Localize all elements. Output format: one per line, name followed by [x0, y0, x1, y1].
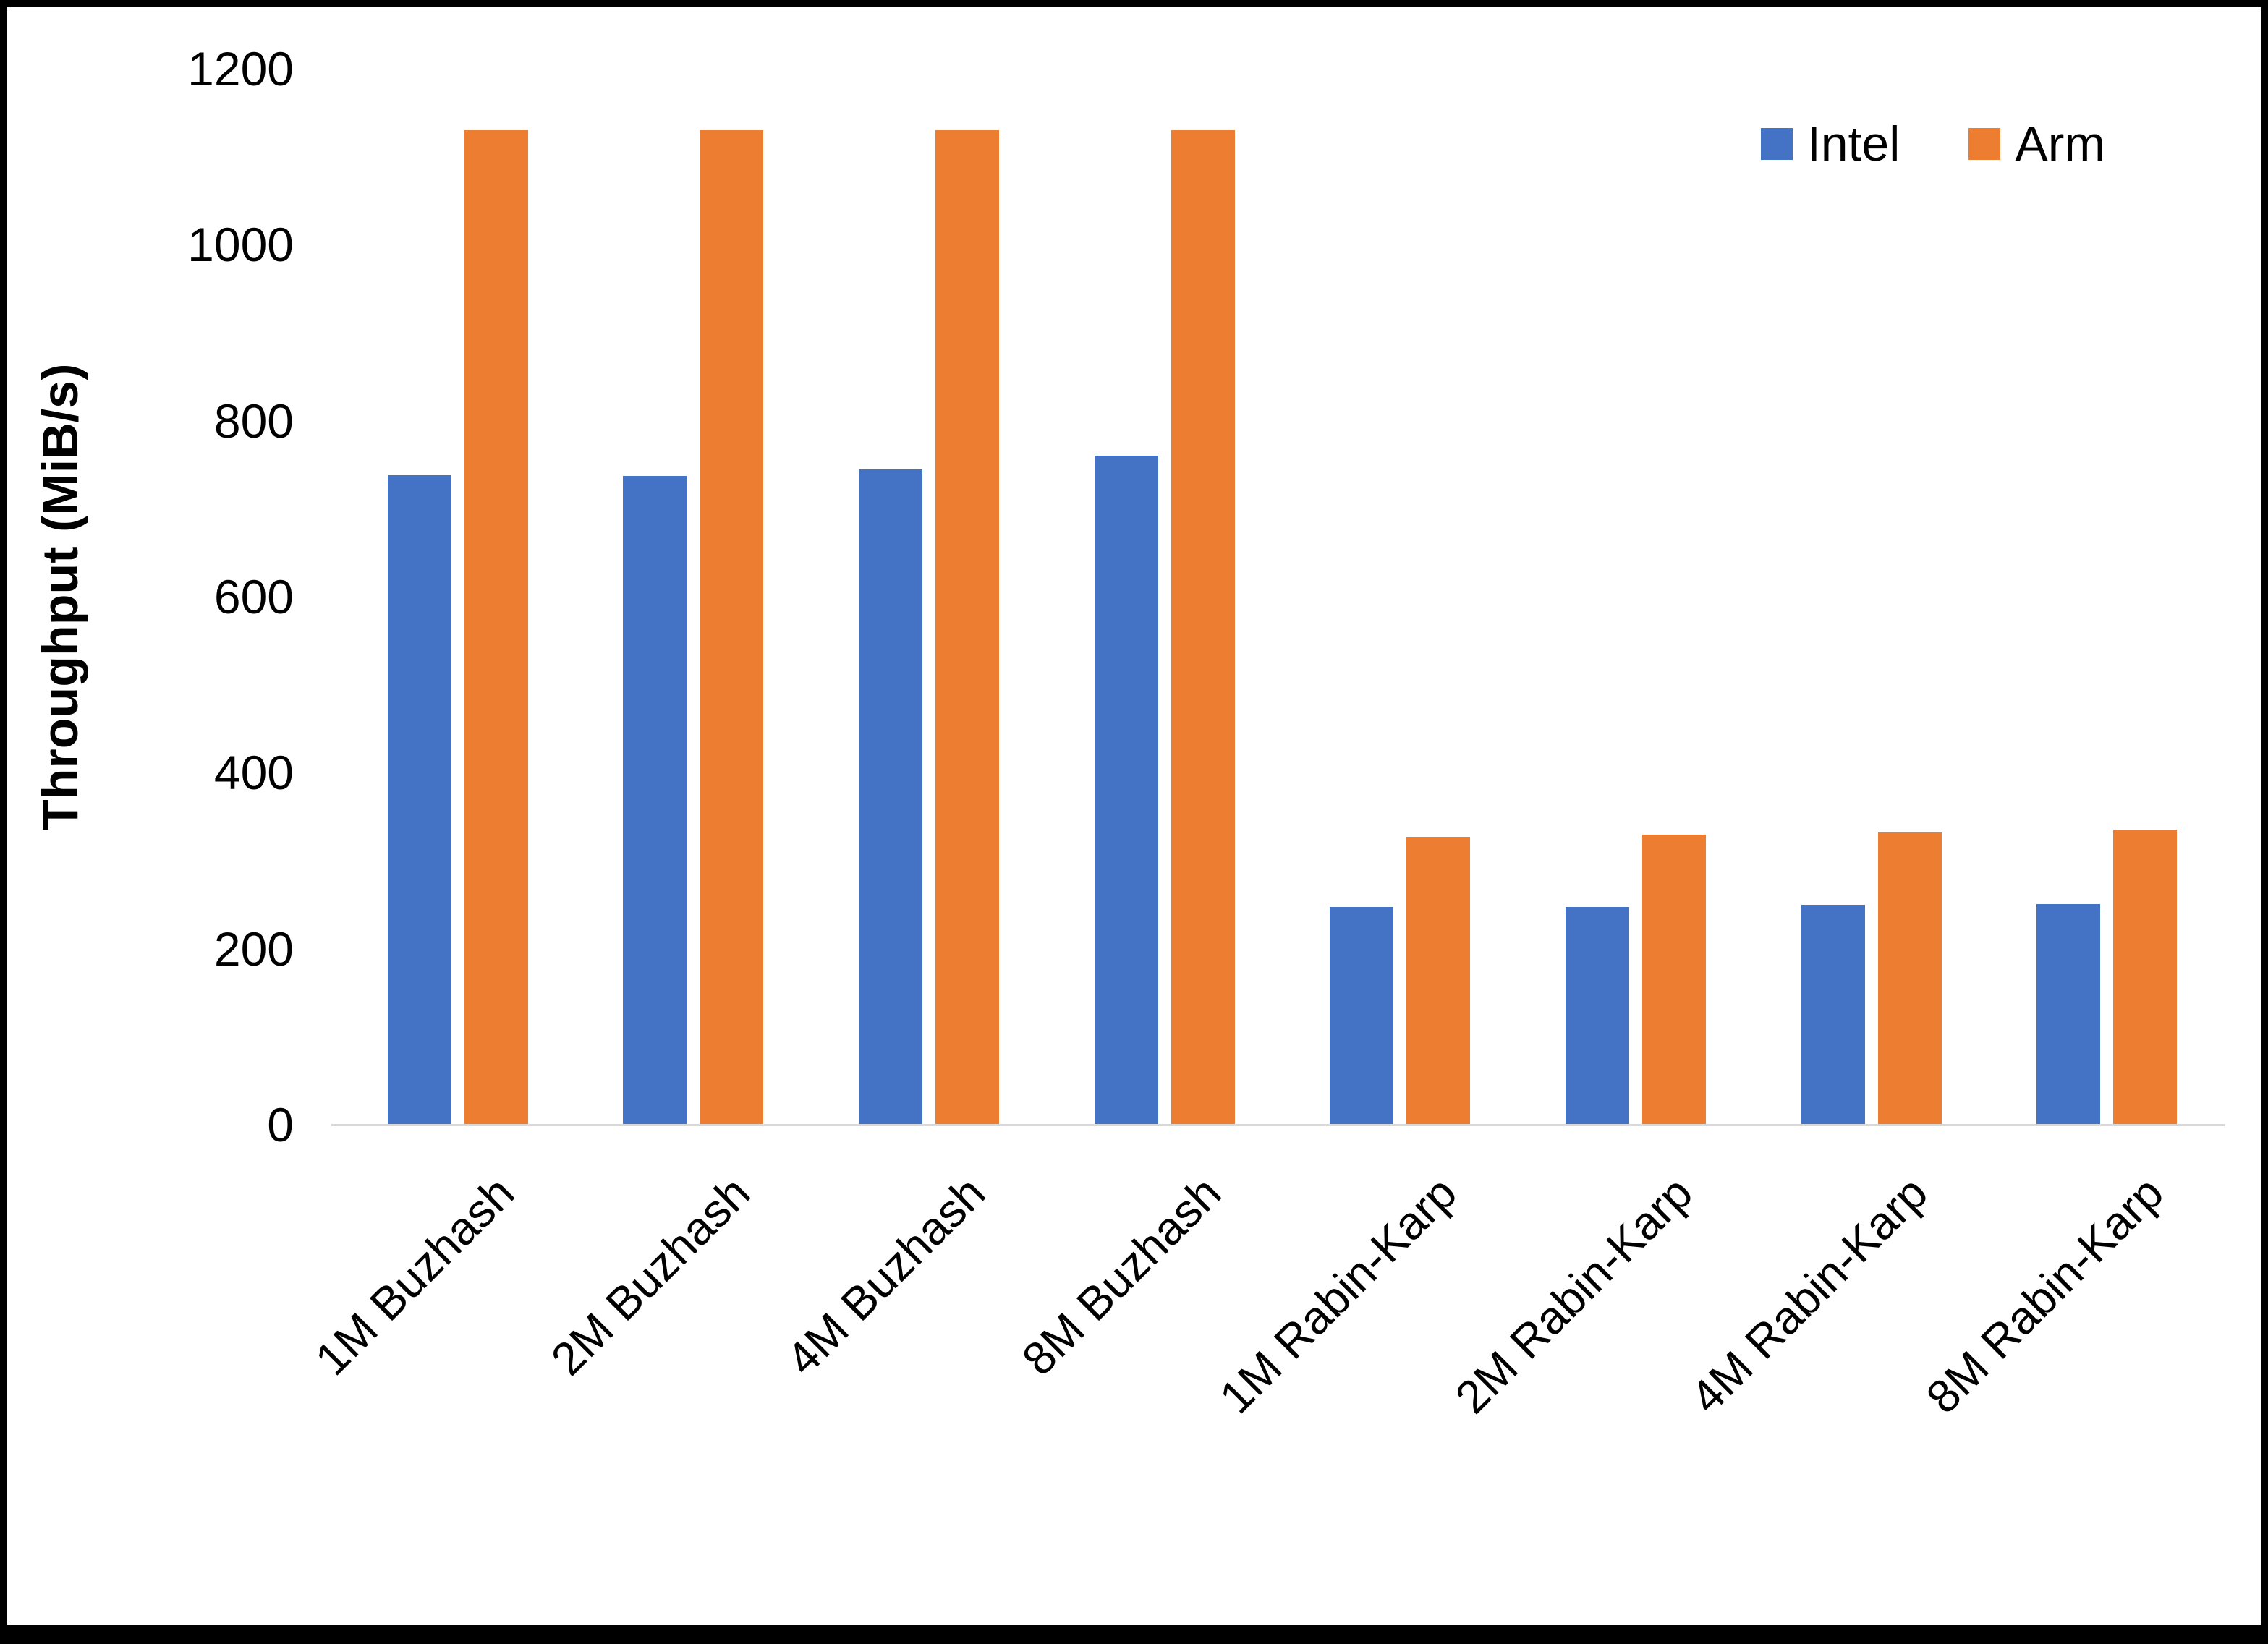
- x-axis-label: 1M Buzhash: [305, 1166, 524, 1386]
- x-axis-line: [331, 1124, 2225, 1126]
- bar-arm: [1877, 832, 1942, 1125]
- y-tick-label: 1000: [187, 218, 294, 272]
- bar-intel: [2036, 903, 2101, 1125]
- bar-arm: [2113, 830, 2178, 1125]
- bar-arm: [1171, 130, 1235, 1125]
- bar-arm: [1406, 837, 1471, 1125]
- x-axis-label: 4M Rabin-Karp: [1680, 1166, 1938, 1423]
- legend: Intel Arm: [1760, 116, 2105, 172]
- bar-group-3: [811, 69, 1047, 1125]
- y-tick-label: 200: [213, 921, 294, 976]
- x-axis-label: 2M Rabin-Karp: [1445, 1166, 1702, 1423]
- y-axis-ticks: 0 200 400 600 800 1000 1200: [7, 42, 311, 1151]
- bar-intel: [1094, 456, 1158, 1125]
- bar-group-4: [1047, 69, 1283, 1125]
- x-axis-labels: 1M Buzhash 2M Buzhash 4M Buzhash 8M Buzhash…: [305, 1136, 2225, 1512]
- bar-arm: [464, 130, 528, 1125]
- x-axis-label: 1M Rabin-Karp: [1209, 1166, 1466, 1423]
- y-tick-label: 1200: [187, 42, 294, 95]
- bar-intel: [623, 476, 687, 1125]
- bar-intel: [859, 469, 923, 1125]
- bar-arm: [935, 130, 1000, 1125]
- bar-group-2: [576, 69, 812, 1125]
- legend-label: Intel: [1806, 116, 1900, 171]
- x-axis-label: 8M Rabin-Karp: [1916, 1166, 2173, 1423]
- bar-intel: [1801, 904, 1865, 1125]
- legend-item-arm: Arm: [1968, 116, 2105, 172]
- y-tick-label: 0: [267, 1098, 294, 1151]
- bar-intel: [1565, 907, 1629, 1125]
- x-axis-label: 4M Buzhash: [776, 1166, 995, 1386]
- bar-arm: [1641, 834, 1706, 1125]
- bar-group-6: [1518, 69, 1754, 1125]
- y-tick-label: 800: [213, 393, 294, 448]
- legend-swatch-icon: [1968, 128, 2001, 160]
- legend-item-intel: Intel: [1760, 116, 1900, 172]
- bar-group-5: [1283, 69, 1519, 1125]
- plot-area: [331, 69, 2225, 1126]
- y-tick-label: 400: [213, 746, 294, 800]
- y-tick-label: 600: [213, 570, 294, 623]
- bar-group-8: [1989, 69, 2225, 1125]
- bar-group-1: [340, 69, 576, 1125]
- bar-arm: [700, 130, 764, 1125]
- legend-swatch-icon: [1760, 128, 1793, 160]
- bar-intel: [1330, 907, 1394, 1125]
- x-axis-label: 8M Buzhash: [1011, 1166, 1231, 1386]
- x-axis-label: 2M Buzhash: [540, 1166, 760, 1386]
- bar-group-7: [1754, 69, 1989, 1125]
- legend-label: Arm: [2015, 116, 2105, 171]
- bar-intel: [387, 475, 451, 1125]
